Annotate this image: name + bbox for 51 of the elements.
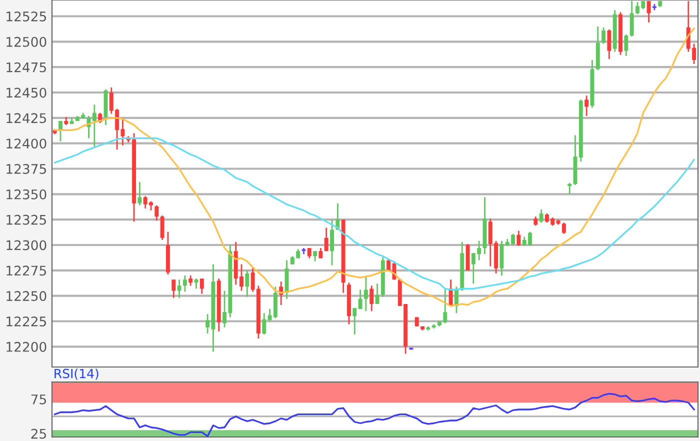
candlestick [92, 104, 96, 148]
candlestick [607, 28, 612, 60]
candlestick [330, 218, 334, 266]
candlestick [172, 278, 176, 299]
candlestick [352, 307, 357, 336]
candlestick [534, 216, 538, 226]
y-tick-label: 25 [31, 428, 46, 439]
y-tick-label: 12425 [6, 113, 46, 124]
candlestick [262, 312, 266, 336]
candlestick [200, 278, 204, 294]
y-tick-label: 12500 [6, 36, 46, 47]
candlestick [324, 227, 328, 252]
line-series [54, 28, 695, 307]
y-tick-label: 12300 [6, 240, 46, 250]
y-tick-label: 12275 [6, 266, 46, 276]
candlestick [602, 26, 606, 44]
y-tick-label: 12400 [6, 138, 46, 149]
candlestick [646, 0, 651, 24]
candlestick [58, 120, 62, 142]
candlestick [245, 270, 250, 298]
candlestick [358, 289, 362, 310]
candlestick [313, 250, 318, 262]
y-tick-label: 75 [31, 394, 46, 404]
y-tick-label: 12325 [6, 214, 46, 225]
candlestick [177, 278, 182, 299]
candlestick [516, 230, 521, 247]
candlestick [562, 222, 566, 235]
line-series [54, 392, 695, 437]
candlestick [364, 276, 368, 312]
candlestick [414, 316, 419, 328]
y-tick-label: 12375 [6, 164, 46, 174]
candlestick [188, 274, 193, 286]
candlestick [539, 208, 544, 224]
candlestick [182, 274, 187, 292]
candlestick [160, 214, 164, 241]
y-tick-label: 12525 [6, 11, 46, 22]
candlestick [568, 182, 572, 195]
candlestick [307, 247, 312, 259]
y-tick-label: 12225 [6, 316, 46, 326]
candlestick [370, 284, 374, 312]
candlestick [630, 0, 634, 38]
y-tick-label: 12475 [6, 62, 46, 72]
y-tick-label: 12250 [6, 291, 46, 302]
y-tick-label: 12350 [6, 189, 46, 200]
y-tick-label: 12450 [6, 88, 46, 98]
candlestick [584, 94, 589, 117]
candlestick [154, 204, 159, 222]
candlestick [624, 34, 628, 57]
chart-title: RSI(14) [54, 368, 98, 380]
candlestick [138, 181, 142, 206]
y-tick-label: 12200 [6, 342, 46, 352]
